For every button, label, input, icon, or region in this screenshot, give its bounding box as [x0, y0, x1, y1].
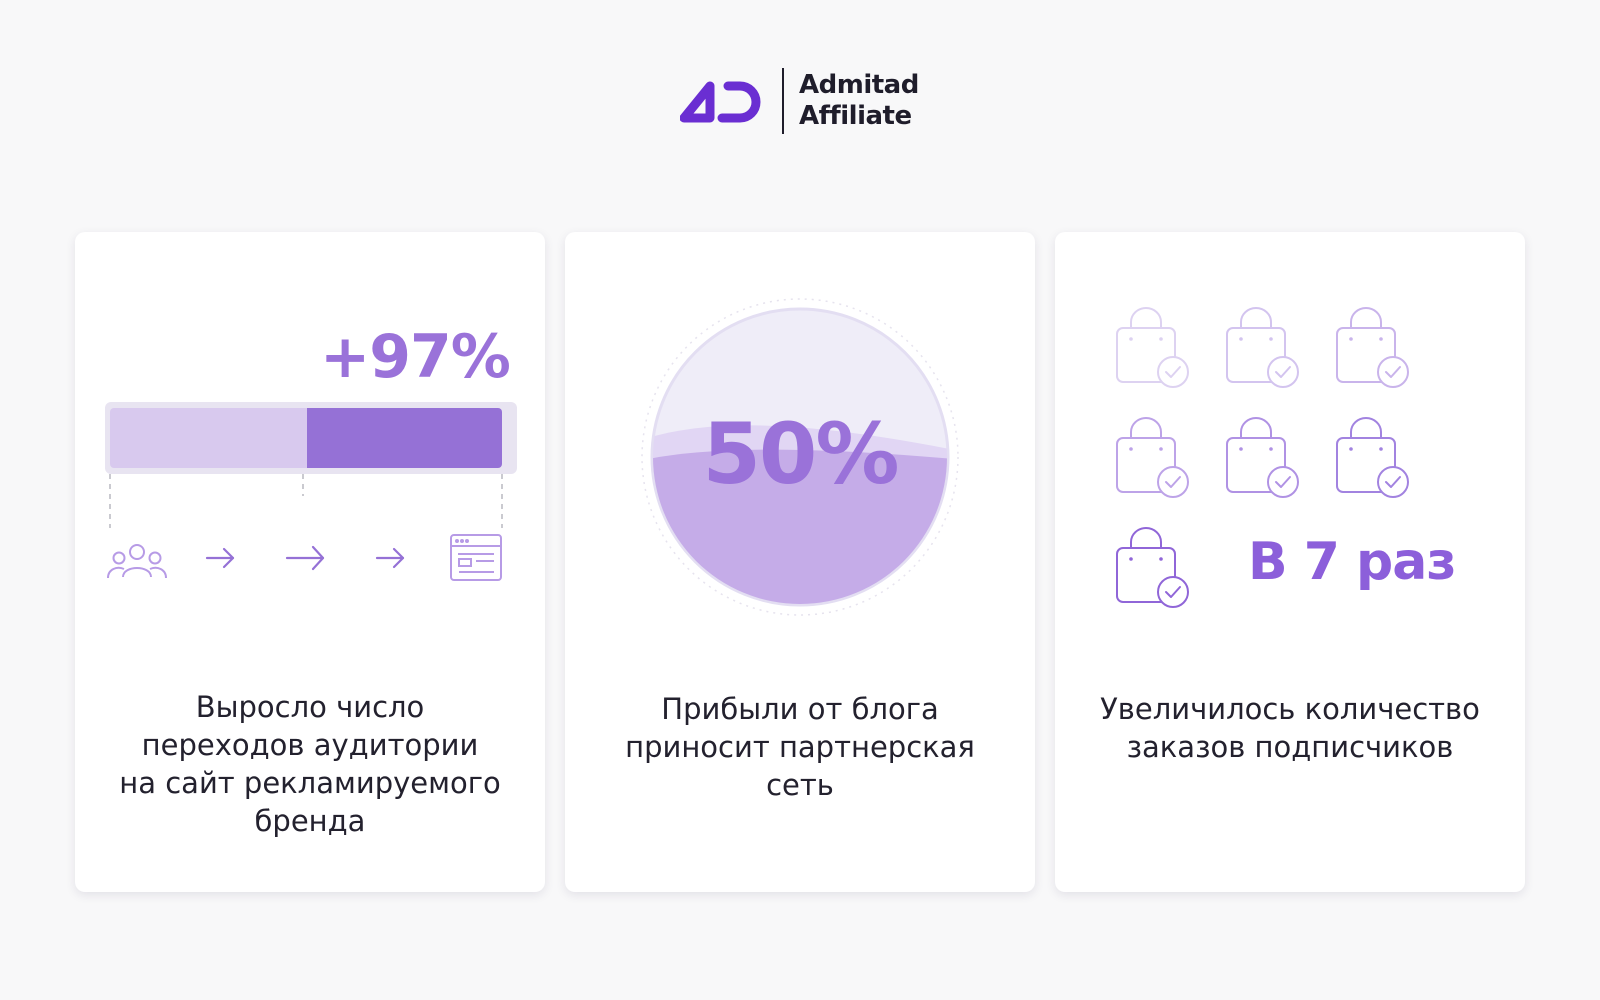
growth-bar-base	[110, 408, 307, 468]
website-icon	[450, 534, 502, 581]
bar-guide-lines	[109, 474, 503, 528]
orders-caption: Увеличилось количество заказов подписчик…	[1100, 692, 1480, 764]
arrow-right-icon	[375, 547, 405, 569]
profit-share-value: 50%	[702, 405, 899, 503]
shopping-bag-check-icon	[1116, 307, 1189, 388]
brand-name-line2: Affiliate	[799, 101, 912, 131]
profit-caption: Прибыли от блога приносит партнерская се…	[625, 692, 975, 802]
admitad-logo-icon	[680, 81, 761, 123]
shopping-bag-check-icon	[1116, 527, 1189, 608]
growth-bar	[105, 402, 517, 474]
traffic-caption: Выросло число переходов аудитории на сай…	[119, 690, 501, 838]
brand-name-line1: Admitad	[799, 70, 919, 100]
shopping-bag-check-icon	[1226, 307, 1299, 388]
brand-name: Admitad Affiliate	[799, 70, 919, 132]
growth-bar-increase	[307, 408, 502, 468]
audience-icon	[107, 544, 167, 579]
shopping-bag-check-icon	[1336, 307, 1409, 388]
stat-card-profit: 50% Прибыли от блога приносит партнерска…	[565, 232, 1035, 892]
brand-logo: Admitad Affiliate	[680, 66, 919, 136]
shopping-bag-check-icon	[1226, 417, 1299, 498]
arrow-right-icon	[285, 545, 325, 571]
stat-card-traffic: +97%	[75, 232, 545, 892]
logo-divider	[782, 68, 784, 134]
orders-multiplier-value: В 7 раз	[1248, 532, 1457, 592]
stat-card-orders: В 7 раз Увеличилось количество заказов п…	[1055, 232, 1525, 892]
shopping-bag-check-icon	[1336, 417, 1409, 498]
arrow-right-icon	[205, 547, 235, 569]
traffic-growth-value: +97%	[320, 322, 511, 392]
traffic-flow-illustration	[107, 474, 503, 581]
shopping-bag-check-icon	[1116, 417, 1189, 498]
profit-share-globe	[641, 298, 959, 616]
globe-outer-ring	[641, 298, 959, 616]
